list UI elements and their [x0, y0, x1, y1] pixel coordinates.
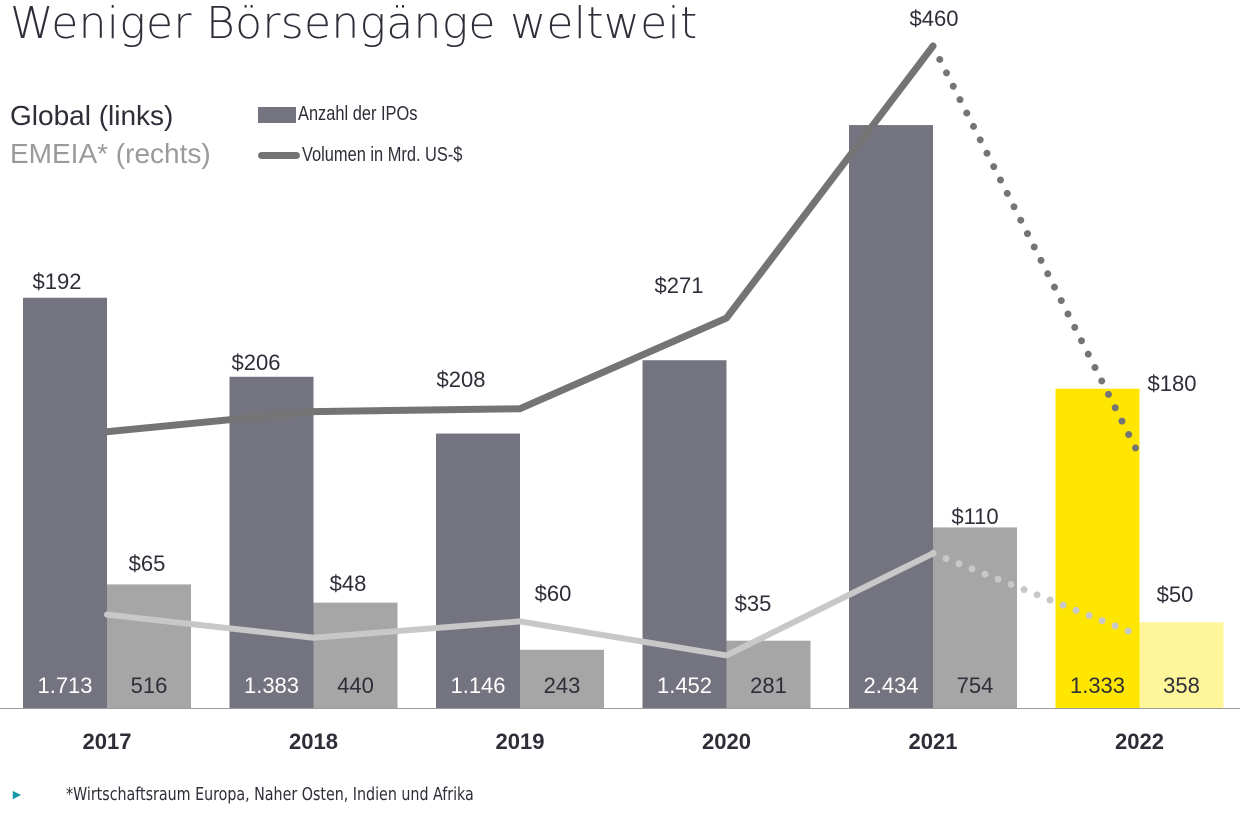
bar-label-emeia-2020: 281: [750, 673, 787, 698]
legend-bar-swatch: [258, 106, 296, 123]
x-tick-2022: 2022: [1115, 729, 1164, 754]
bar-label-global-2017: 1.713: [37, 673, 92, 698]
bar-label-global-2019: 1.146: [450, 673, 505, 698]
line-global-volume: [103, 42, 937, 436]
bar-global-2021: [849, 125, 933, 708]
x-tick-2017: 2017: [83, 729, 132, 754]
line-label-emeia-2018: $48: [330, 571, 367, 596]
bar-emeia-2020: [726, 640, 811, 708]
bar-global-2019: [436, 433, 520, 708]
legend-bars-label: Anzahl der IPOs: [298, 103, 418, 125]
bar-global-2018: [229, 376, 314, 708]
line-label-global-2022: $180: [1148, 371, 1197, 396]
bar-label-emeia-2022: 358: [1163, 673, 1200, 698]
subtitle-global: Global (links): [10, 100, 174, 131]
bar-emeia-2018: [313, 602, 398, 708]
bar-label-emeia-2017: 516: [131, 673, 168, 698]
line-label-global-2020: $271: [655, 273, 704, 298]
bar-label-emeia-2018: 440: [337, 673, 374, 698]
x-tick-2018: 2018: [289, 729, 338, 754]
bar-emeia-2019: [520, 649, 604, 708]
line-emeia-volume: [104, 550, 936, 659]
bar-global-2017: [23, 297, 107, 708]
x-tick-2020: 2020: [702, 729, 751, 754]
line-label-emeia-2022: $50: [1157, 582, 1194, 607]
line-emeia-volume-projection: [929, 549, 1142, 639]
line-label-global-2019: $208: [437, 367, 486, 392]
line-label-emeia-2017: $65: [129, 551, 166, 576]
bar-label-emeia-2021: 754: [957, 673, 994, 698]
bar-global-2022: [1055, 388, 1140, 708]
line-label-emeia-2020: $35: [735, 591, 772, 616]
bar-label-global-2021: 2.434: [863, 673, 918, 698]
legend-line-label: Volumen in Mrd. US-$: [302, 144, 463, 166]
line-label-emeia-2021: $110: [951, 504, 998, 529]
bar-emeia-2022: [1139, 622, 1224, 708]
subtitle-emeia: EMEIA* (rechts): [10, 138, 211, 169]
bar-label-emeia-2019: 243: [544, 673, 581, 698]
footnote-bullet-icon: ►: [10, 786, 24, 802]
line-label-global-2017: $192: [33, 269, 82, 294]
x-tick-2021: 2021: [909, 729, 958, 754]
line-label-global-2018: $206: [232, 350, 281, 375]
x-tick-2019: 2019: [496, 729, 545, 754]
legend-item-bars: Anzahl der IPOs: [258, 103, 444, 126]
line-global-volume-projection: [929, 42, 1140, 453]
line-label-emeia-2019: $60: [535, 581, 572, 606]
line-label-global-2021: $460: [910, 6, 959, 31]
legend-line-swatch: [258, 152, 300, 159]
chart-title: Weniger Börsengänge weltweit: [10, 0, 698, 49]
legend-item-line: Volumen in Mrd. US-$: [258, 144, 498, 167]
footnote: *Wirtschaftsraum Europa, Naher Osten, In…: [66, 784, 474, 805]
bar-label-global-2022: 1.333: [1070, 673, 1125, 698]
bar-label-global-2018: 1.383: [244, 673, 299, 698]
bar-label-global-2020: 1.452: [657, 673, 712, 698]
bar-emeia-2017: [107, 584, 191, 708]
